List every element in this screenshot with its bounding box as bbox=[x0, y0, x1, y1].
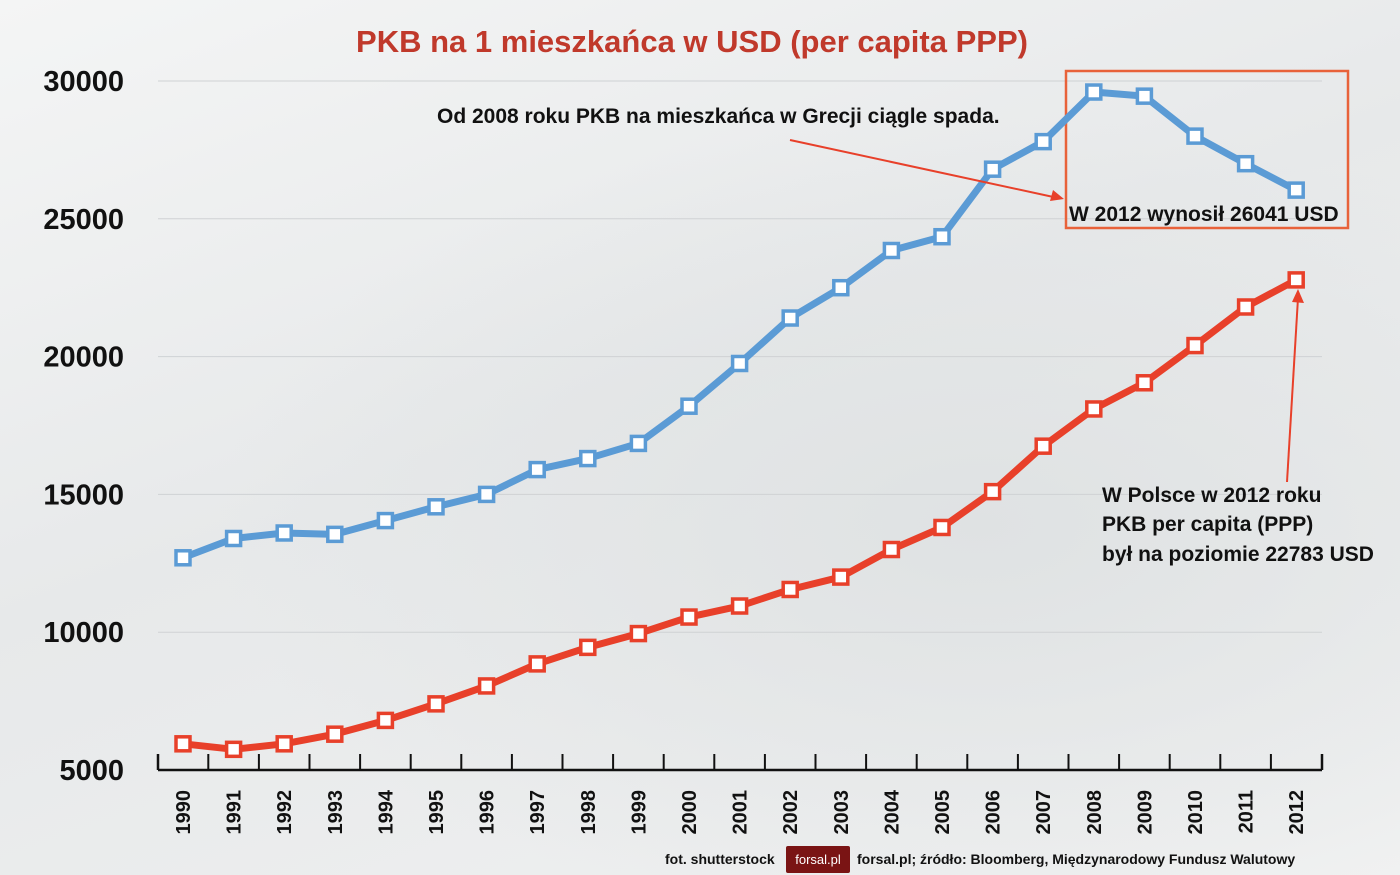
y-axis: 5000 10000 15000 20000 25000 30000 bbox=[43, 66, 124, 787]
poland-note-line-1: W Polsce w 2012 roku bbox=[1102, 484, 1321, 507]
y-tick-label: 25000 bbox=[43, 204, 124, 236]
data-point bbox=[680, 397, 698, 415]
greece-arrow-head bbox=[1050, 190, 1064, 201]
x-tick-label: 1997 bbox=[527, 790, 549, 835]
x-tick-label: 2009 bbox=[1134, 790, 1156, 835]
data-point bbox=[579, 449, 597, 468]
data-point bbox=[832, 278, 850, 297]
data-point bbox=[326, 725, 344, 743]
y-tick-label: 10000 bbox=[43, 617, 124, 649]
data-point bbox=[1186, 127, 1204, 145]
x-tick-label: 1991 bbox=[224, 790, 246, 835]
data-point bbox=[730, 354, 749, 373]
x-tick-label: 1995 bbox=[426, 790, 448, 835]
data-point bbox=[983, 160, 1002, 178]
data-point bbox=[528, 655, 546, 673]
data-point bbox=[1236, 154, 1255, 173]
y-tick-label: 20000 bbox=[43, 342, 124, 374]
data-point bbox=[1085, 83, 1103, 101]
x-axis: 1990 1991 1992 1993 1994 1995 1996 1997 1998 1999… bbox=[156, 754, 1324, 835]
data-point bbox=[579, 638, 597, 657]
forsal-logo[interactable] bbox=[786, 846, 850, 873]
data-point bbox=[933, 518, 951, 537]
x-tick-label: 1998 bbox=[578, 790, 600, 835]
x-tick-label: 2010 bbox=[1185, 790, 1207, 835]
forsal-logo-text: forsal.pl bbox=[795, 852, 841, 867]
data-point bbox=[882, 241, 901, 260]
x-tick-label: 2001 bbox=[730, 790, 752, 835]
x-tick-label: 2007 bbox=[1033, 790, 1055, 835]
x-tick-label: 2012 bbox=[1286, 790, 1308, 835]
y-tick-label: 15000 bbox=[43, 479, 124, 511]
x-tick-label: 1994 bbox=[375, 789, 397, 834]
y-tick-label: 30000 bbox=[43, 66, 124, 98]
series-0 bbox=[174, 83, 1305, 567]
x-tick-label: 1993 bbox=[325, 790, 347, 835]
data-point bbox=[275, 735, 293, 753]
x-tick-label: 2003 bbox=[831, 790, 853, 835]
data-point bbox=[933, 227, 951, 246]
data-point bbox=[781, 580, 799, 599]
data-point bbox=[1034, 132, 1052, 151]
data-point bbox=[427, 498, 445, 516]
x-tick-label: 2006 bbox=[983, 790, 1005, 835]
series-layer bbox=[174, 83, 1305, 759]
data-point bbox=[1085, 400, 1103, 418]
data-point bbox=[528, 460, 546, 479]
data-point bbox=[427, 695, 445, 713]
x-tick-label: 2008 bbox=[1084, 790, 1106, 835]
x-tick-label: 2004 bbox=[881, 789, 903, 834]
data-point bbox=[629, 624, 648, 643]
data-point bbox=[983, 482, 1002, 501]
data-point bbox=[1135, 87, 1154, 105]
x-tick-label: 1992 bbox=[274, 790, 296, 835]
x-tick-label: 2000 bbox=[679, 790, 701, 835]
data-point bbox=[730, 597, 749, 615]
poland-note-line-3: był na poziomie 22783 USD bbox=[1102, 543, 1374, 566]
poland-arrow-head bbox=[1292, 289, 1304, 303]
poland-arrow-line bbox=[1286, 297, 1299, 483]
data-point bbox=[477, 485, 496, 504]
data-point bbox=[781, 309, 799, 327]
x-tick-label: 1996 bbox=[477, 790, 499, 835]
y-tick-label: 5000 bbox=[59, 755, 124, 787]
data-point bbox=[326, 525, 344, 544]
data-point bbox=[376, 711, 395, 730]
data-point bbox=[1287, 181, 1305, 199]
data-point bbox=[376, 511, 395, 530]
data-point bbox=[477, 677, 496, 695]
data-point bbox=[832, 568, 850, 586]
greece-2012-label: W 2012 wynosił 26041 USD bbox=[1069, 203, 1339, 226]
data-point bbox=[1034, 437, 1052, 455]
data-point bbox=[174, 549, 192, 567]
data-point bbox=[1135, 374, 1154, 392]
data-point bbox=[629, 434, 648, 453]
data-point bbox=[1287, 271, 1305, 289]
x-tick-label: 2002 bbox=[780, 790, 802, 835]
data-point bbox=[174, 735, 192, 753]
data-point bbox=[680, 608, 698, 626]
greece-note: Od 2008 roku PKB na mieszkańca w Grecji … bbox=[437, 105, 1000, 128]
data-point bbox=[1236, 298, 1255, 316]
data-point bbox=[882, 540, 901, 559]
chart-title: PKB na 1 mieszkańca w USD (per capita PP… bbox=[356, 24, 1028, 59]
series-1 bbox=[174, 271, 1305, 759]
source-credit: forsal.pl; źródło: Bloomberg, Międzynaro… bbox=[857, 851, 1295, 867]
poland-note-line-2: PKB per capita (PPP) bbox=[1102, 513, 1313, 536]
greece-arrow-line bbox=[789, 139, 1059, 199]
x-tick-label: 2005 bbox=[932, 790, 954, 835]
data-point bbox=[1186, 336, 1204, 355]
greece-highlight-box bbox=[1064, 69, 1350, 230]
data-point bbox=[224, 529, 243, 548]
x-tick-label: 1990 bbox=[173, 790, 195, 835]
photo-credit: fot. shutterstock bbox=[665, 851, 775, 867]
x-tick-label: 2011 bbox=[1236, 790, 1258, 833]
data-point bbox=[275, 524, 293, 542]
x-tick-label: 1999 bbox=[628, 790, 650, 835]
data-point bbox=[224, 740, 243, 759]
